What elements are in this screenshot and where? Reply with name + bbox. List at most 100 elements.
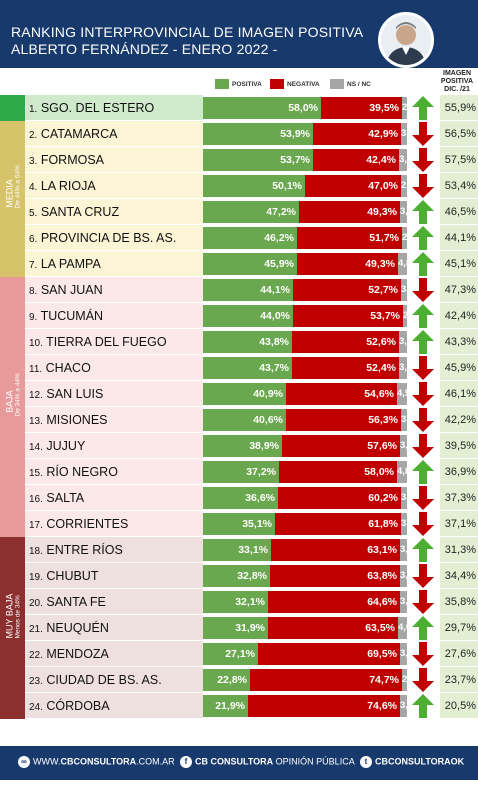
trend-cell [408, 485, 438, 511]
link-icon: ∞ [18, 756, 30, 768]
province-name: 3. FORMOSA [29, 153, 104, 167]
bar-negative: 58,0% [279, 461, 397, 483]
bar-positive: 32,8% [203, 565, 270, 587]
previous-value: 42,2% [440, 407, 478, 432]
bar-positive: 44,0% [203, 305, 293, 327]
bar-positive: 31,9% [203, 617, 268, 639]
trend-cell [408, 381, 438, 407]
trend-cell [408, 277, 438, 303]
bar-nsnc: 2,3 [403, 305, 407, 327]
trend-cell [408, 641, 438, 667]
previous-value: 34,4% [440, 563, 478, 588]
footer-web-bold: CBCONSULTORA [60, 756, 137, 767]
rank-number: 14. [29, 442, 43, 453]
bar-negative: 49,3% [299, 201, 400, 223]
table-row: 2. CATAMARCA 53,9%42,9%3,2 56,5% [25, 121, 478, 147]
province-label: MISIONES [46, 413, 108, 427]
bar-nsnc: 3,2 [401, 279, 407, 301]
previous-header-line1: IMAGEN [443, 70, 471, 77]
rank-number: 19. [29, 572, 43, 583]
arrow-down-shape [412, 356, 434, 380]
row-background [25, 615, 203, 640]
group-band-muy-baja: MUY BAJA Menos de 34% [0, 537, 25, 719]
arrow-up-shape [412, 304, 434, 328]
table-row: 22. MENDOZA 27,1%69,5%3,4 27,6% [25, 641, 478, 667]
previous-value: 37,1% [440, 511, 478, 536]
table-row: 8. SAN JUAN 44,1%52,7%3,2 47,3% [25, 277, 478, 303]
table-row: 20. SANTA FE 32,1%64,6%3,3 35,8% [25, 589, 478, 615]
province-name: 24. CÓRDOBA [29, 699, 110, 713]
province-name: 12. SAN LUIS [29, 387, 103, 401]
chart-title-line1: RANKING INTERPROVINCIAL DE IMAGEN POSITI… [11, 24, 364, 40]
arrow-down-shape [412, 512, 434, 536]
rank-number: 12. [29, 390, 43, 401]
province-label: JUJUY [46, 439, 86, 453]
group-band-top [0, 95, 25, 121]
previous-header-line3: DIC. /21 [444, 86, 470, 93]
bar-nsnc: 4,8 [397, 461, 407, 483]
arrow-down-shape [412, 148, 434, 172]
trend-cell [408, 537, 438, 563]
table-row: 24. CÓRDOBA 21,9%74,6%3,5 20,5% [25, 693, 478, 719]
province-name: 8. SAN JUAN [29, 283, 103, 297]
row-background [25, 563, 203, 588]
bar-negative: 64,6% [268, 591, 400, 613]
previous-value: 45,1% [440, 251, 478, 276]
province-name: 15. RÍO NEGRO [29, 465, 118, 479]
arrow-up-shape [412, 460, 434, 484]
bar-negative: 61,8% [275, 513, 401, 535]
bar-positive: 58,0% [203, 97, 321, 119]
bar-positive: 22,8% [203, 669, 250, 691]
previous-value: 31,3% [440, 537, 478, 562]
footer-web-prefix: WWW. [33, 756, 61, 767]
bar-positive: 53,9% [203, 123, 313, 145]
bar-negative: 56,3% [286, 409, 401, 431]
arrow-up-icon [412, 694, 434, 718]
arrow-down-shape [412, 382, 434, 406]
bar-negative: 42,4% [313, 149, 399, 171]
rank-number: 4. [29, 182, 38, 193]
bar-negative: 74,6% [248, 695, 400, 717]
arrow-up-shape [412, 694, 434, 718]
province-label: CHACO [45, 361, 91, 375]
rank-number: 3. [29, 156, 38, 167]
arrow-up-shape [412, 616, 434, 640]
trend-cell [408, 329, 438, 355]
bar-nsnc: 2,5 [402, 669, 407, 691]
previous-value: 44,1% [440, 225, 478, 250]
arrow-up-shape [412, 252, 434, 276]
rank-number: 1. [29, 104, 38, 115]
province-name: 21. NEUQUÉN [29, 621, 109, 635]
bar-negative: 52,7% [293, 279, 401, 301]
bar-negative: 63,5% [268, 617, 398, 639]
row-background [25, 511, 203, 536]
province-label: CORRIENTES [46, 517, 129, 531]
table-row: 19. CHUBUT 32,8%63,8%3,4 34,4% [25, 563, 478, 589]
bar-positive: 46,2% [203, 227, 297, 249]
arrow-down-icon [412, 408, 434, 432]
legend-nsnc-swatch [330, 79, 344, 89]
group-muy-baja-title: MUY BAJA [4, 593, 15, 639]
bar-negative: 60,2% [278, 487, 401, 509]
bar-positive: 43,8% [203, 331, 292, 353]
province-name: 5. SANTA CRUZ [29, 205, 119, 219]
bar-nsnc: 3,6 [399, 331, 407, 353]
group-band-media: MEDIA De 44% a 54% [0, 121, 25, 277]
arrow-up-icon [412, 304, 434, 328]
trend-cell [408, 95, 438, 121]
bar-negative: 52,6% [292, 331, 399, 353]
row-background [25, 537, 203, 562]
province-name: 19. CHUBUT [29, 569, 98, 583]
previous-value: 55,9% [440, 95, 478, 120]
bar-negative: 63,1% [271, 539, 400, 561]
table-row: 16. SALTA 36,6%60,2%3,2 37,3% [25, 485, 478, 511]
avatar [378, 12, 434, 68]
bar-nsnc: 3,1 [401, 409, 407, 431]
row-background [25, 147, 203, 172]
rank-number: 22. [29, 650, 43, 661]
bar-negative: 51,7% [297, 227, 402, 249]
bar-positive: 38,9% [203, 435, 282, 457]
legend-positive-label: POSITIVA [232, 81, 262, 88]
province-label: NEUQUÉN [46, 621, 109, 635]
arrow-down-icon [412, 564, 434, 588]
